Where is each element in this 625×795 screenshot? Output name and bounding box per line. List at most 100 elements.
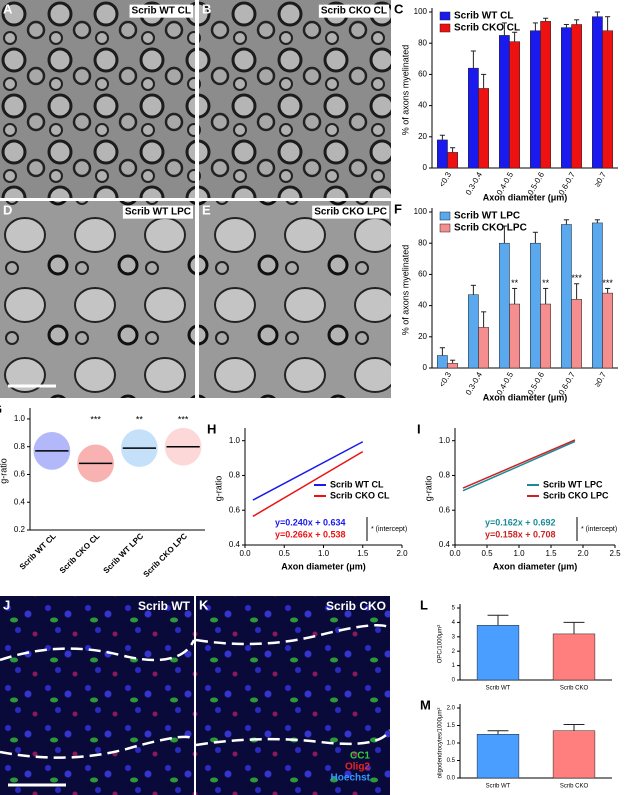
boundary (195, 623, 392, 747)
panel-letter: M (420, 697, 431, 712)
y-tick-label: 0 (423, 163, 428, 172)
boundary (0, 639, 196, 759)
y-axis-label: OPC/1000μm² (438, 625, 444, 663)
panel-letter: L (420, 597, 428, 612)
bar (552, 633, 596, 681)
legend-label: Scrib WT CL (330, 479, 384, 489)
y-tick-label: 0.2 (14, 525, 26, 534)
image-label: Scrib WT CL (132, 6, 191, 17)
y-tick-label: 1.0 (439, 436, 451, 445)
y-axis-label: % of axons myelinated (400, 245, 410, 336)
fit-line (252, 450, 364, 518)
bar (478, 327, 489, 369)
fit-line (252, 441, 364, 501)
panel-letter: I (417, 421, 421, 436)
x-tick-label: Scrib WT (486, 686, 511, 692)
y-tick-label: 100 (414, 207, 428, 216)
x-tick-label: 1.5 (545, 549, 557, 558)
y-tick-label: 0.8 (229, 471, 241, 480)
bar (437, 139, 448, 169)
bar (540, 303, 551, 369)
channel-label: Olig2 (345, 762, 370, 773)
x-tick-label: 0.0 (239, 549, 251, 558)
panel-letter: K (199, 597, 209, 612)
y-tick-label: 0.8 (439, 471, 451, 480)
significance: ** (542, 278, 550, 288)
bar (530, 242, 541, 369)
legend-swatch (439, 11, 451, 21)
x-tick-label: Scrib CKO CL (58, 531, 102, 575)
x-tick-label: 2.5 (609, 549, 621, 558)
y-axis-label: oligodendrocytes/1000μm² (438, 708, 444, 779)
panel-letter: C (394, 1, 404, 16)
x-tick-label: 1.5 (357, 549, 369, 558)
panel-letter: E (202, 202, 211, 217)
x-tick-label: 2.0 (577, 549, 589, 558)
y-tick-label: 5 (452, 606, 456, 612)
image-label: Scrib WT (138, 599, 191, 613)
y-tick-label: 40 (418, 101, 427, 110)
y-tick-label: 20 (418, 332, 427, 341)
bar (447, 152, 458, 169)
y-tick-label: 4 (452, 620, 456, 626)
significance: *** (90, 414, 101, 424)
x-tick-label: ≥0.7 (593, 170, 609, 188)
fluorescence-image (196, 596, 390, 795)
significance: *** (571, 273, 582, 283)
bar (540, 21, 551, 169)
bar (602, 30, 613, 169)
bar (571, 299, 582, 369)
bar (592, 16, 603, 169)
bar (561, 27, 572, 169)
x-tick-label: 0.5 (481, 549, 493, 558)
x-tick-label: 1.0 (513, 549, 525, 558)
y-tick-label: 0.8 (14, 442, 26, 451)
y-tick-label: 80 (418, 38, 427, 47)
image-label: Scrib CKO LPC (314, 207, 387, 218)
panel-letter: F (394, 201, 402, 216)
x-axis-label: Axon diameter (μm) (483, 192, 568, 202)
image-label: Scrib CKO CL (321, 6, 387, 17)
bar (552, 730, 596, 779)
fit-equation: y=0.240x + 0.634 (275, 517, 346, 527)
x-axis-label: Axon diameter (μm) (281, 561, 366, 571)
legend-swatch (439, 223, 451, 233)
panel-letter: G (0, 401, 2, 416)
bar (509, 41, 520, 169)
bar (499, 242, 510, 369)
significance: * (intercept) (371, 526, 407, 533)
x-axis-label: Axon diameter (μm) (483, 392, 568, 402)
image-label: Scrib WT LPC (125, 207, 191, 218)
y-tick-label: 0.5 (447, 758, 456, 764)
panel-letter: A (3, 1, 13, 16)
bar (509, 303, 520, 369)
bar (499, 35, 510, 169)
y-tick-label: 0 (423, 363, 428, 372)
bar (468, 67, 479, 169)
x-tick-label: 2.0 (396, 549, 408, 558)
y-axis-label: % of axons myelinated (400, 45, 410, 136)
x-tick-label: 1.0 (318, 549, 330, 558)
x-tick-label: Scrib CKO (560, 784, 589, 790)
label-background (318, 4, 389, 18)
em-image (0, 201, 195, 398)
panel-letter: B (202, 1, 211, 16)
x-tick-label: ≥0.7 (593, 370, 609, 388)
y-tick-label: 0.6 (229, 505, 241, 514)
panel-letter: D (3, 202, 12, 217)
label-background (129, 4, 193, 18)
legend-swatch (439, 23, 451, 33)
y-tick-label: 2 (452, 649, 456, 655)
legend-label: Scrib WT CL (454, 11, 513, 22)
y-tick-label: 1.5 (447, 723, 456, 729)
fit-line (462, 440, 576, 492)
significance: ** (136, 414, 144, 424)
y-tick-label: 0 (452, 678, 456, 684)
y-tick-label: 0.6 (439, 505, 451, 514)
y-tick-label: 60 (418, 270, 427, 279)
y-tick-label: 2.0 (447, 706, 456, 712)
fit-line (462, 439, 576, 489)
x-tick-label: 0.0 (449, 549, 461, 558)
bar (561, 224, 572, 369)
x-tick-label: Scrib CKO (560, 686, 589, 692)
